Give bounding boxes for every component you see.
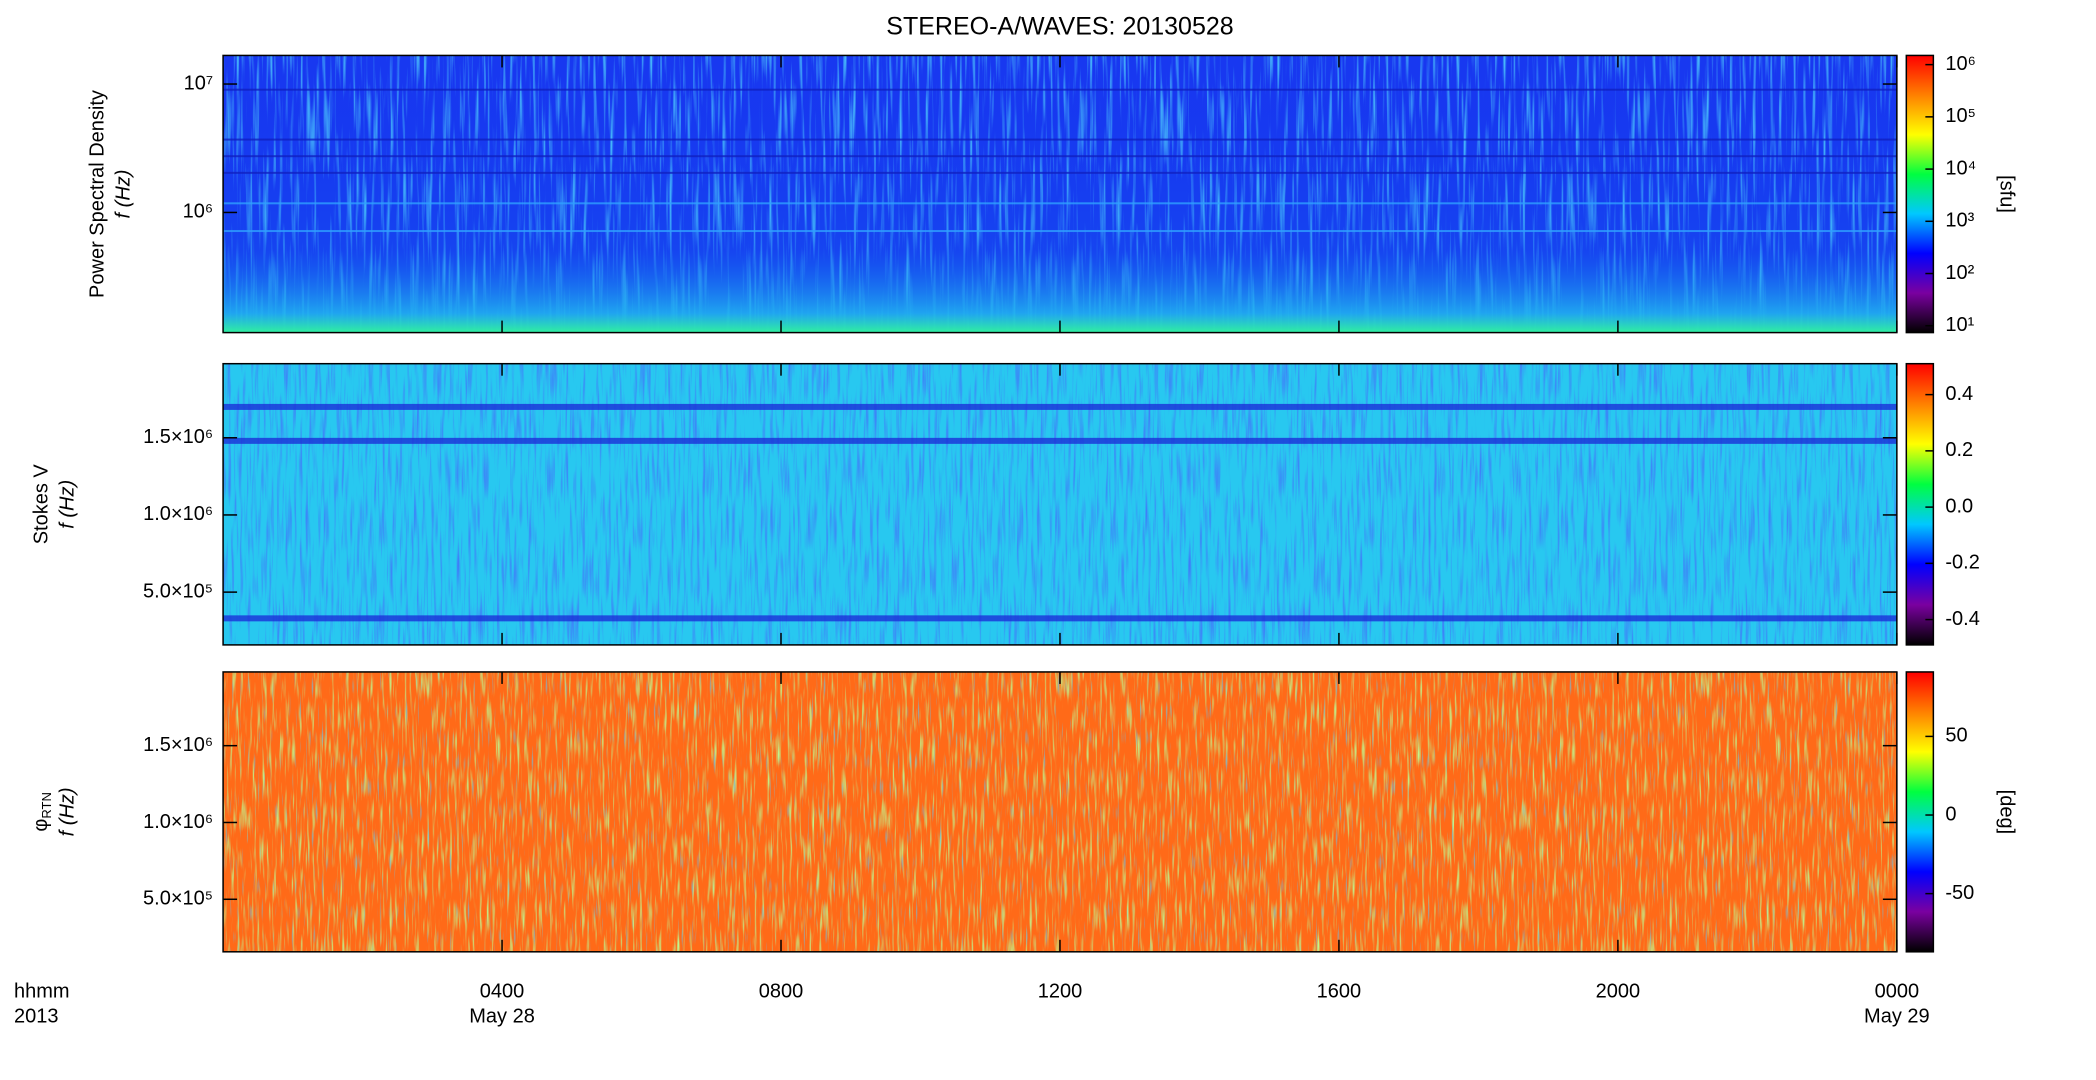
y-tick-label: 1.5×10⁶ <box>143 426 213 448</box>
colorbar-tick-label: 10² <box>1945 262 1974 284</box>
y-axis-label: Power Spectral Density <box>86 90 108 298</box>
colorbar-tick-label: 50 <box>1945 725 1967 747</box>
y-tick-label: 1.5×10⁶ <box>143 734 213 756</box>
colorbar-label: [sfu] <box>1996 175 2018 213</box>
y-axis-label-symbol: φ <box>30 819 52 832</box>
colorbar-tick-label: 10⁴ <box>1945 157 1976 179</box>
chart-title: STEREO-A/WAVES: 20130528 <box>886 13 1233 41</box>
x-tick-label: 0400 <box>480 980 525 1002</box>
x-tick-label: 0000 <box>1875 980 1920 1002</box>
y-axis-label-subscript: RTN <box>39 792 54 818</box>
x-date-label: May 29 <box>1864 1005 1930 1027</box>
colorbar-tick-label: 10¹ <box>1945 314 1974 336</box>
spectral-band <box>223 403 1897 410</box>
colorbar-tick-label: 10³ <box>1945 210 1974 232</box>
spectrogram-texture <box>223 671 1897 952</box>
y-tick-label: 5.0×10⁵ <box>143 888 213 910</box>
colorbar <box>1905 362 1935 646</box>
colorbar-label: [deg] <box>1996 790 2018 834</box>
x-tick-label: 2000 <box>1596 980 1641 1002</box>
spectral-band <box>223 615 1897 622</box>
x-axis-label: hhmm <box>14 980 70 1002</box>
colorbar-tick-label: 0.2 <box>1945 439 1973 461</box>
x-tick-label: 1200 <box>1038 980 1083 1002</box>
y-tick-label: 10⁷ <box>184 72 213 94</box>
y-axis-label: Stokes V <box>30 464 52 545</box>
spectral-band <box>223 155 1897 158</box>
colorbar-tick-label: 0.0 <box>1945 495 1973 517</box>
colorbar-tick-label: 10⁵ <box>1945 105 1976 127</box>
colorbar-tick-label: 0 <box>1945 803 1956 825</box>
y-tick-label: 1.0×10⁶ <box>143 503 213 525</box>
spectral-band <box>223 437 1897 444</box>
spectrogram-texture <box>223 363 1897 645</box>
colorbar-tick-label: -0.4 <box>1945 608 1979 630</box>
x-axis-label: 2013 <box>14 1005 59 1027</box>
spectral-band <box>223 138 1897 141</box>
colorbar-tick-label: 10⁶ <box>1945 53 1975 75</box>
y-axis-label: f (Hz) <box>56 787 78 836</box>
x-tick-label: 0800 <box>759 980 804 1002</box>
y-axis-label: φRTN <box>30 792 54 831</box>
colorbar-tick-label: -50 <box>1945 882 1974 904</box>
y-axis-label: f (Hz) <box>56 480 78 529</box>
spectral-band <box>223 88 1897 91</box>
y-tick-label: 5.0×10⁵ <box>143 580 213 602</box>
colorbar-tick-label: 0.4 <box>1945 383 1973 405</box>
colorbar <box>1905 671 1935 953</box>
spectral-band <box>223 230 1897 233</box>
colorbar-tick-label: -0.2 <box>1945 552 1979 574</box>
y-tick-label: 1.0×10⁶ <box>143 811 213 833</box>
spectral-band <box>223 202 1897 205</box>
x-date-label: May 28 <box>469 1005 535 1027</box>
colorbar <box>1905 54 1935 334</box>
spectral-band <box>223 171 1897 174</box>
x-tick-label: 1600 <box>1317 980 1362 1002</box>
y-axis-label: f (Hz) <box>112 170 134 219</box>
spectrogram-texture <box>223 55 1897 333</box>
y-tick-label: 10⁶ <box>183 201 213 223</box>
